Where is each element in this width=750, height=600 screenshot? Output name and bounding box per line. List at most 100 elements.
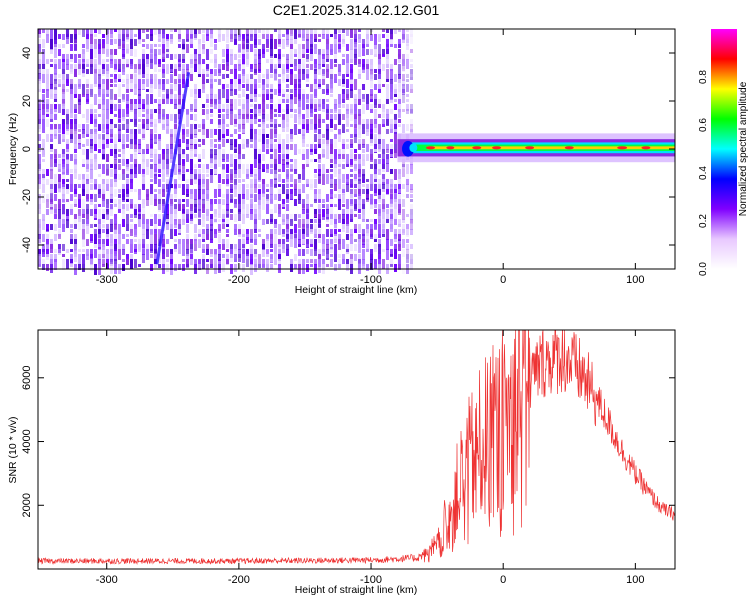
heatmap-cell (314, 114, 317, 125)
heatmap-cell (242, 49, 245, 57)
heatmap-cell (270, 139, 273, 144)
heatmap-cell (70, 204, 73, 213)
heatmap-cell (338, 254, 341, 258)
heatmap-cell (98, 29, 101, 34)
heatmap-cell (242, 119, 245, 124)
heatmap-cell (58, 234, 61, 239)
heatmap-cell (154, 49, 157, 56)
heatmap-cell (370, 204, 373, 209)
heatmap-cell (122, 204, 125, 209)
heatmap-cell (162, 254, 165, 259)
heatmap-cell (306, 104, 309, 110)
heatmap-cell (42, 39, 45, 48)
heatmap-cell (262, 134, 265, 144)
heatmap-cell (270, 109, 273, 114)
heatmap-cell (118, 174, 121, 180)
heatmap-cell (214, 44, 217, 50)
heatmap-cell (98, 244, 101, 247)
heatmap-cell (310, 94, 313, 99)
heatmap-cell (286, 224, 289, 232)
heatmap-cell (182, 129, 185, 135)
heatmap-cell (142, 49, 145, 55)
heatmap-cell (402, 89, 405, 93)
heatmap-cell (234, 244, 237, 251)
heatmap-cell (390, 199, 393, 207)
heatmap-cell (134, 34, 137, 37)
heatmap-cell (266, 239, 269, 248)
heatmap-cell (342, 74, 345, 79)
heatmap-cell (262, 189, 265, 197)
heatmap-cell (290, 114, 293, 118)
heatmap-cell (106, 79, 109, 90)
heatmap-cell (86, 184, 89, 193)
heatmap-cell (42, 264, 45, 270)
heatmap-cell (234, 199, 237, 207)
heatmap-cell (314, 234, 317, 238)
heatmap-cell (150, 84, 153, 93)
heatmap-cell (250, 169, 253, 177)
heatmap-cell (226, 109, 229, 115)
heatmap-cell (350, 209, 353, 214)
heatmap-cell (202, 139, 205, 145)
heatmap-cell (186, 194, 189, 197)
heatmap-cell (406, 224, 409, 229)
heatmap-cell (62, 124, 65, 134)
heatmap-cell (130, 39, 133, 49)
heatmap-cell (190, 199, 193, 205)
heatmap-cell (110, 259, 113, 266)
heatmap-cell (342, 124, 345, 133)
heatmap-cell (254, 194, 257, 202)
heatmap-cell (166, 79, 169, 84)
heatmap-cell (178, 104, 181, 109)
heatmap-cell (62, 109, 65, 115)
heatmap-cell (70, 54, 73, 59)
heatmap-cell (358, 189, 361, 196)
heatmap-cell (234, 229, 237, 235)
heatmap-cell (378, 234, 381, 238)
heatmap-cell (198, 264, 201, 268)
heatmap-cell (210, 159, 213, 167)
heatmap-cell (178, 139, 181, 147)
heatmap-cell (282, 94, 285, 97)
heatmap-cell (114, 234, 117, 242)
heatmap-cell (186, 39, 189, 42)
heatmap-cell (138, 74, 141, 79)
heatmap-cell (98, 54, 101, 65)
heatmap-cell (346, 94, 349, 100)
heatmap-cell (150, 94, 153, 104)
heatmap-cell (150, 109, 153, 114)
heatmap-cell (114, 69, 117, 72)
heatmap-cell (118, 249, 121, 260)
heatmap-cell (354, 204, 357, 211)
heatmap-cell (94, 244, 97, 248)
heatmap-cell (66, 59, 69, 65)
heatmap-cell (298, 219, 301, 228)
heatmap-cell (266, 149, 269, 154)
heatmap-cell (50, 59, 53, 62)
heatmap-cell (286, 124, 289, 132)
heatmap-cell (218, 69, 221, 76)
heatmap-cell (386, 239, 389, 250)
heatmap-cell (210, 119, 213, 124)
heatmap-cell (190, 89, 193, 97)
heatmap-cell (378, 59, 381, 64)
heatmap-cell (134, 104, 137, 110)
heatmap-cell (362, 169, 365, 176)
heatmap-cell (138, 194, 141, 200)
heatmap-cell (38, 174, 41, 185)
heatmap-cell (282, 179, 285, 183)
heatmap-cell (330, 184, 333, 188)
heatmap-cell (66, 189, 69, 194)
heatmap-cell (86, 109, 89, 120)
heatmap-cell (106, 179, 109, 185)
heatmap-cell (282, 69, 285, 76)
heatmap-cell (66, 249, 69, 253)
heatmap-cell (62, 159, 65, 167)
heatmap-cell (370, 219, 373, 222)
heatmap-cell (306, 239, 309, 248)
heatmap-cell (258, 174, 261, 182)
heatmap-cell (250, 194, 253, 198)
heatmap-cell (338, 109, 341, 114)
heatmap-cell (194, 64, 197, 72)
heatmap-cell (366, 64, 369, 70)
